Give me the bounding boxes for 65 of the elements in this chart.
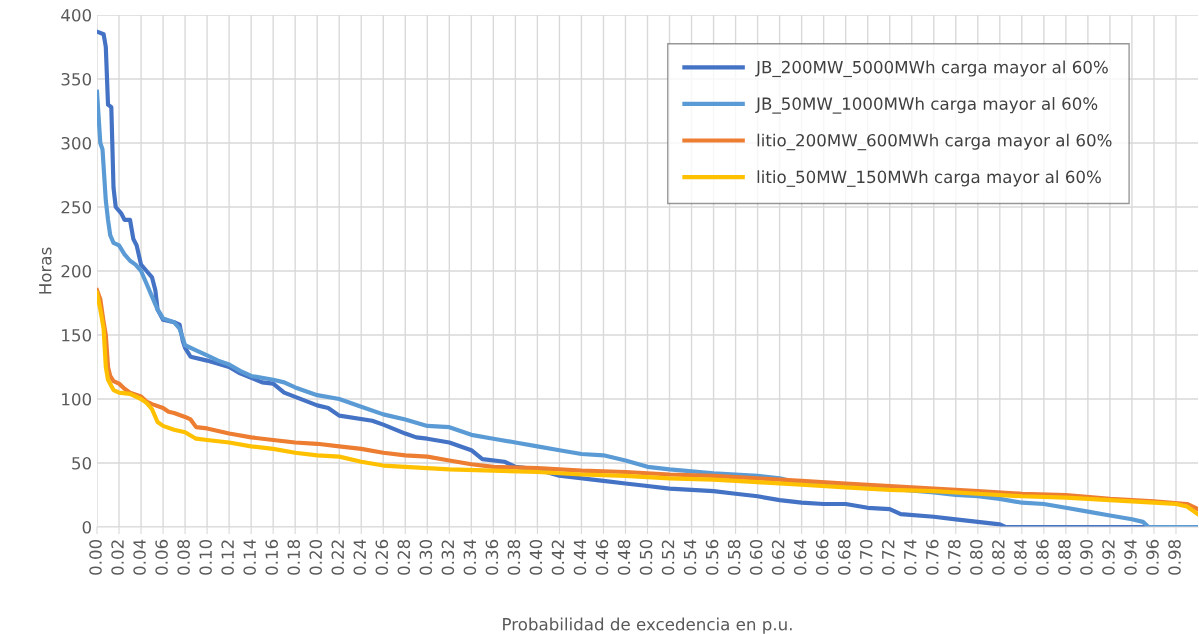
- x-tick-label: 0.62: [771, 540, 785, 575]
- x-tick-label: 0.22: [331, 540, 345, 575]
- x-tick-label: 0.38: [507, 539, 521, 575]
- x-tick-label: 0.52: [661, 540, 675, 575]
- x-tick-label: 0.80: [970, 539, 983, 575]
- x-tick-label: 0.12: [221, 540, 234, 575]
- y-tick-label: 400: [61, 8, 92, 22]
- y-tick-label: 200: [61, 264, 92, 278]
- x-tick-label: 0.14: [243, 539, 256, 575]
- x-tick-label: 0.96: [1146, 539, 1159, 575]
- x-tick-label: 0.44: [573, 539, 587, 575]
- x-tick-label: 0.92: [1102, 540, 1115, 575]
- y-tick-label: 0: [82, 520, 92, 534]
- x-tick-label: 0.60: [749, 539, 763, 575]
- x-tick-label: 0.70: [859, 539, 873, 575]
- x-tick-label: 0.46: [595, 539, 609, 575]
- legend-label: litio_200MW_600MWh carga mayor al 60%: [757, 133, 1112, 151]
- y-tick-label: 350: [61, 72, 92, 86]
- x-tick-label: 0.94: [1124, 539, 1137, 575]
- legend-label: litio_50MW_150MWh carga mayor al 60%: [757, 170, 1101, 187]
- x-tick-label: 0.26: [375, 539, 389, 575]
- y-tick-label: 250: [61, 200, 92, 214]
- x-tick-label: 0.64: [793, 539, 807, 575]
- x-tick-label: 0.08: [177, 539, 190, 575]
- x-tick-label: 0.34: [463, 539, 477, 575]
- x-tick-label: 0.28: [397, 539, 411, 575]
- x-tick-label: 0.20: [309, 539, 323, 575]
- x-tick-label: 0.04: [133, 539, 146, 575]
- y-axis-title: Horas: [39, 247, 52, 294]
- x-tick-label: 0.40: [529, 539, 543, 575]
- y-tick-label: 300: [61, 136, 92, 150]
- x-tick-label: 0.72: [881, 540, 895, 575]
- x-tick-label: 0.54: [683, 539, 697, 575]
- x-tick-label: 0.16: [265, 539, 278, 575]
- x-tick-label: 0.24: [353, 539, 367, 575]
- x-tick-label: 0.32: [441, 540, 455, 575]
- x-tick-label: 0.36: [485, 539, 499, 575]
- x-tick-label: 0.00: [89, 539, 102, 575]
- x-tick-label: 0.88: [1058, 539, 1071, 575]
- x-tick-label: 0.56: [705, 539, 719, 575]
- y-tick-label: 150: [62, 328, 92, 342]
- x-tick-label: 0.68: [837, 539, 851, 575]
- x-tick-label: 0.18: [287, 539, 301, 575]
- x-tick-label: 0.30: [419, 539, 433, 575]
- x-tick-label: 0.06: [155, 539, 168, 575]
- x-axis-title: Probabilidad de excedencia en p.u.: [503, 617, 792, 634]
- x-tick-label: 0.74: [903, 539, 917, 575]
- x-tick-label: 0.02: [111, 540, 124, 575]
- x-tick-label: 0.10: [199, 539, 212, 575]
- x-tick-label: 0.58: [727, 539, 741, 575]
- x-tick-label: 0.98: [1168, 539, 1181, 575]
- legend-label: JB_200MW_5000MWh carga mayor al 60%: [755, 60, 1108, 78]
- x-tick-label: 0.78: [948, 539, 961, 575]
- x-tick-label: 0.76: [925, 539, 939, 575]
- x-tick-label: 0.86: [1036, 539, 1049, 575]
- x-tick-label: 0.84: [1014, 539, 1027, 575]
- y-tick-label: 50: [72, 456, 92, 470]
- y-tick-label: 100: [62, 392, 92, 406]
- x-tick-label: 0.42: [551, 540, 565, 575]
- x-tick-label: 0.48: [617, 539, 631, 575]
- x-tick-label: 0.82: [992, 540, 1005, 575]
- x-tick-label: 0.90: [1080, 539, 1093, 575]
- x-tick-label: 0.66: [815, 539, 829, 575]
- x-tick-label: 0.50: [639, 539, 653, 575]
- legend-label: JB_50MW_1000MWh carga mayor al 60%: [755, 97, 1098, 114]
